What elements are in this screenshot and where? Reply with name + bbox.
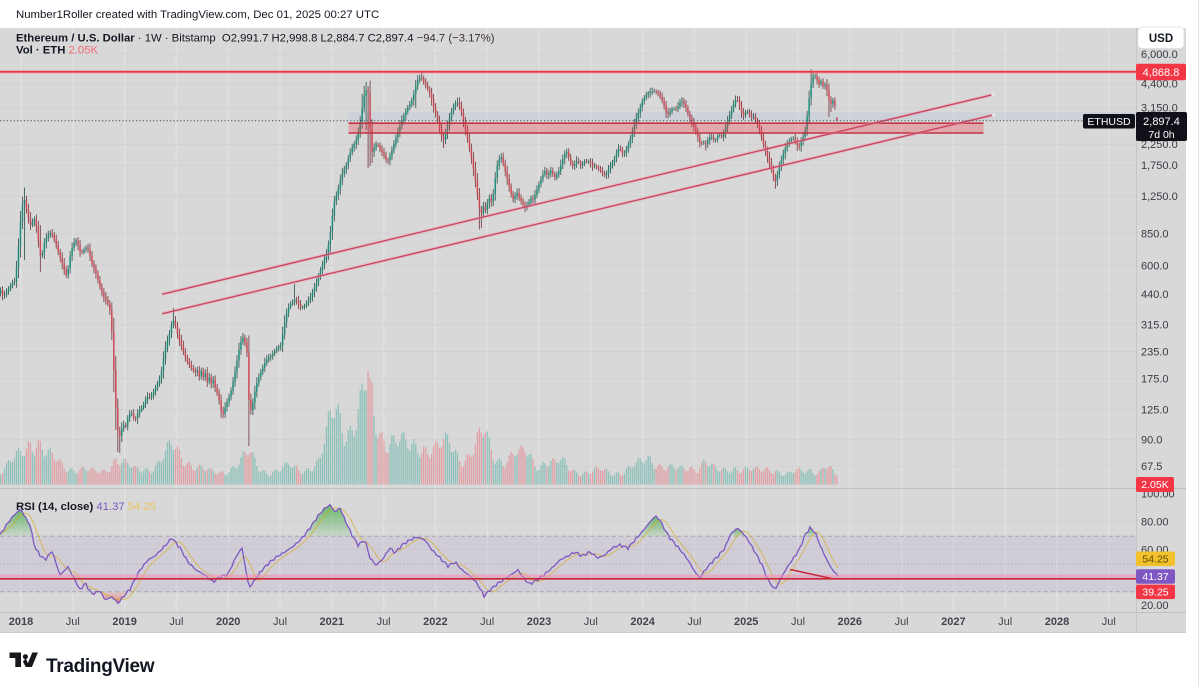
svg-text:3,150.0: 3,150.0 <box>1141 103 1178 115</box>
svg-text:2023: 2023 <box>527 616 551 628</box>
svg-text:Jul: Jul <box>791 616 805 628</box>
svg-text:Jul: Jul <box>480 616 494 628</box>
svg-text:90.0: 90.0 <box>1141 435 1162 447</box>
svg-text:4,868.8: 4,868.8 <box>1143 67 1180 79</box>
svg-text:2,250.0: 2,250.0 <box>1141 139 1178 151</box>
svg-text:67.5: 67.5 <box>1141 461 1162 473</box>
svg-text:Jul: Jul <box>895 616 909 628</box>
svg-text:440.0: 440.0 <box>1141 289 1169 301</box>
svg-text:Ethereum / U.S. Dollar · 1W ·: Ethereum / U.S. Dollar · 1W · Bitstamp O… <box>16 33 495 45</box>
svg-text:Jul: Jul <box>66 616 80 628</box>
svg-text:TradingView: TradingView <box>46 656 155 677</box>
svg-text:600.0: 600.0 <box>1141 260 1169 272</box>
svg-text:850.0: 850.0 <box>1141 228 1169 240</box>
svg-text:1,750.0: 1,750.0 <box>1141 160 1178 172</box>
svg-text:2.05K: 2.05K <box>1141 479 1168 491</box>
svg-text:125.0: 125.0 <box>1141 404 1169 416</box>
svg-text:2024: 2024 <box>630 616 655 628</box>
svg-text:Jul: Jul <box>687 616 701 628</box>
svg-text:2027: 2027 <box>941 616 965 628</box>
svg-text:2021: 2021 <box>320 616 344 628</box>
svg-text:Jul: Jul <box>584 616 598 628</box>
svg-text:Jul: Jul <box>998 616 1012 628</box>
svg-text:USD: USD <box>1149 33 1173 45</box>
svg-text:2028: 2028 <box>1045 616 1069 628</box>
svg-text:7d 0h: 7d 0h <box>1148 129 1174 141</box>
svg-text:2022: 2022 <box>423 616 447 628</box>
svg-text:20.00: 20.00 <box>1141 600 1169 612</box>
svg-text:39.25: 39.25 <box>1142 587 1168 599</box>
svg-text:Number1Roller created with Tra: Number1Roller created with TradingView.c… <box>16 9 379 21</box>
svg-text:Vol · ETH 2.05K: Vol · ETH 2.05K <box>16 45 99 57</box>
svg-text:41.37: 41.37 <box>1142 571 1168 583</box>
svg-text:2025: 2025 <box>734 616 758 628</box>
svg-text:235.0: 235.0 <box>1141 346 1169 358</box>
svg-text:2019: 2019 <box>112 616 136 628</box>
svg-text:54.25: 54.25 <box>1142 553 1168 565</box>
svg-text:2,897.4: 2,897.4 <box>1143 116 1180 128</box>
svg-text:4,400.0: 4,400.0 <box>1141 78 1178 90</box>
svg-text:80.00: 80.00 <box>1141 516 1169 528</box>
svg-text:2020: 2020 <box>216 616 240 628</box>
svg-text:2026: 2026 <box>838 616 862 628</box>
svg-text:Jul: Jul <box>1102 616 1116 628</box>
svg-text:1,250.0: 1,250.0 <box>1141 191 1178 203</box>
svg-text:ETHUSD: ETHUSD <box>1087 116 1131 128</box>
svg-text:2018: 2018 <box>9 616 33 628</box>
svg-text:175.0: 175.0 <box>1141 373 1169 385</box>
svg-text:6,000.0: 6,000.0 <box>1141 49 1178 61</box>
svg-text:Jul: Jul <box>273 616 287 628</box>
svg-text:Jul: Jul <box>169 616 183 628</box>
svg-text:315.0: 315.0 <box>1141 319 1169 331</box>
svg-text:RSI (14, close) 41.37 54.25: RSI (14, close) 41.37 54.25 <box>16 501 156 513</box>
svg-text:Jul: Jul <box>377 616 391 628</box>
